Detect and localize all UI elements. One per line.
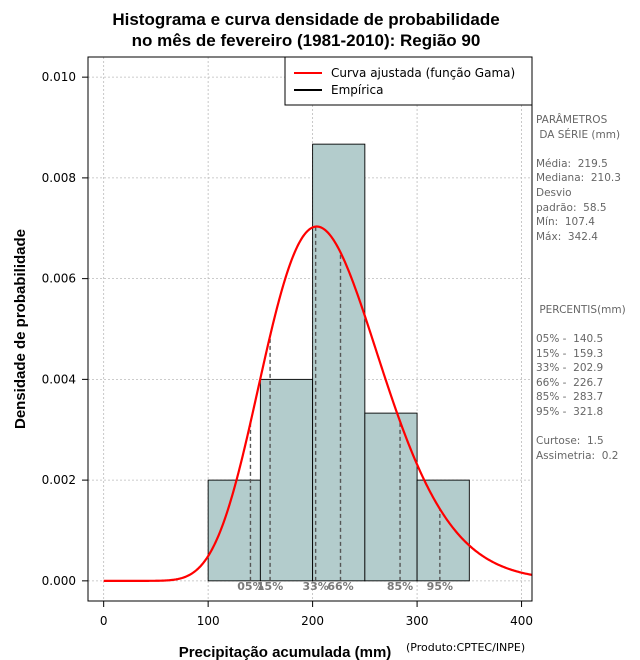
percentile-15: 15% - 159.3	[536, 347, 604, 360]
legend-box	[284, 56, 533, 106]
percentile-66: 66% - 226.7	[536, 376, 604, 389]
x-tick-label-2: 200	[301, 614, 324, 628]
series-statistics-panel: PARÂMETROS DA SÉRIE (mm) Média: 219.5 Me…	[536, 113, 640, 463]
percentile-label-1: 15%	[257, 580, 283, 593]
chart-title-line-2: no mês de fevereiro (1981-2010): Região …	[132, 31, 481, 50]
legend-empirical-label: Empírica	[331, 83, 383, 97]
y-axis-label: Densidade de probabilidade	[12, 229, 29, 429]
stat-median: Mediana: 210.3	[536, 172, 621, 185]
percentile-lines	[249, 226, 441, 581]
y-tick-label-2: 0.004	[42, 372, 76, 386]
product-credit: (Produto:CPTEC/INPE)	[406, 641, 525, 654]
legend-curve-label: Curva ajustada (função Gama)	[331, 66, 515, 80]
percentile-05: 05% - 140.5	[536, 332, 604, 345]
gamma-curve	[103, 225, 533, 582]
histogram-bar-2	[259, 378, 314, 582]
x-tick-label-1: 100	[197, 614, 220, 628]
x-tick-label-4: 400	[510, 614, 533, 628]
stat-max: Máx: 342.4	[536, 230, 598, 243]
gamma-curve-line	[103, 225, 533, 582]
stat-stddev-line-2: padrão: 58.5	[536, 201, 607, 214]
parametros-heading-line-2: DA SÉRIE (mm)	[536, 128, 621, 141]
percentis-heading: PERCENTIS(mm)	[536, 303, 626, 316]
percentile-label-3: 66%	[327, 580, 353, 593]
percentile-label-4: 85%	[387, 580, 413, 593]
percentile-85: 85% - 283.7	[536, 391, 604, 404]
histogram-bar-3	[312, 143, 366, 582]
chart-title-line-1: Histograma e curva densidade de probabil…	[112, 10, 499, 29]
parametros-heading-line-1: PARÂMETROS	[536, 114, 608, 126]
percentile-label-5: 95%	[427, 580, 453, 593]
stat-stddev-line-1: Desvio	[536, 186, 572, 199]
y-tick-label-5: 0.010	[42, 70, 76, 84]
histogram-bar-5	[416, 479, 470, 582]
stat-skewness: Assimetria: 0.2	[536, 449, 619, 462]
x-axis-ticks: 0 100 200 300 400	[100, 601, 533, 628]
histogram-bars	[207, 143, 470, 582]
stat-kurtosis: Curtose: 1.5	[536, 435, 604, 448]
x-axis-label: Precipitação acumulada (mm)	[179, 644, 392, 660]
y-axis-ticks: 0.000 0.002 0.004 0.006 0.008 0.010	[42, 70, 88, 588]
stat-min: Mín: 107.4	[536, 216, 595, 229]
percentile-label-0: 05%	[237, 580, 263, 593]
histogram-bar-1	[207, 479, 261, 582]
y-tick-label-0: 0.000	[42, 574, 76, 588]
percentile-label-2: 33%	[302, 580, 328, 593]
percentile-33: 33% - 202.9	[536, 362, 604, 375]
y-tick-label-3: 0.006	[42, 272, 76, 286]
x-tick-label-3: 300	[406, 614, 429, 628]
y-tick-label-1: 0.002	[42, 473, 76, 487]
stat-mean: Média: 219.5	[536, 157, 608, 170]
legend: Curva ajustada (função Gama) Empírica	[284, 56, 533, 106]
percentile-labels: 05%15% 33%66% 85% 95%	[237, 580, 453, 593]
histogram-bar-4	[364, 412, 418, 582]
percentile-95: 95% - 321.8	[536, 405, 604, 418]
y-tick-label-4: 0.008	[42, 171, 76, 185]
x-tick-label-0: 0	[100, 614, 108, 628]
